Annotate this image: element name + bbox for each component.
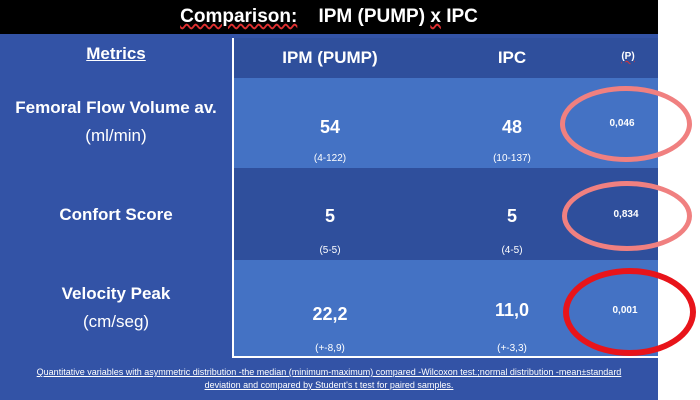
femoral-ipc-value: 48 [501, 117, 523, 137]
confort-ipc-range: (4-5) [501, 245, 523, 256]
footnote: Quantitative variables with asymmetric d… [0, 366, 658, 392]
row-label-femoral: Femoral Flow Volume av. (ml/min) [0, 98, 232, 146]
title-x: x [430, 6, 441, 27]
title-pump: IPM (PUMP) [318, 6, 426, 27]
femoral-ipc-range: (10-137) [493, 153, 531, 164]
title-bar [0, 0, 658, 34]
column-header-pump: IPM (PUMP) [282, 48, 378, 67]
title-comparison: Comparison: [180, 6, 298, 27]
highlight-circle-confort [562, 181, 692, 251]
column-header-p: (P) [621, 51, 635, 62]
row-label-confort: Confort Score [0, 205, 232, 225]
velocity-unit: (cm/seg) [82, 312, 150, 331]
row-label-velocity: Velocity Peak (cm/seg) [0, 284, 232, 332]
confort-pump-value: 5 [324, 206, 335, 226]
metrics-header: Metrics [86, 44, 146, 63]
velocity-pump-value: 22,2 [312, 304, 348, 324]
velocity-label: Velocity Peak [61, 284, 171, 303]
femoral-unit: (ml/min) [85, 126, 147, 145]
title-ipc: IPC [446, 6, 478, 27]
confort-label: Confort Score [59, 205, 173, 224]
table-header-row [232, 38, 658, 78]
column-header-ipc: IPC [497, 48, 527, 67]
femoral-pump-range: (4-122) [313, 153, 347, 164]
footnote-line-1: Quantitative variables with asymmetric d… [36, 367, 622, 377]
slide-title: Comparison: IPM (PUMP) x IPC [0, 2, 658, 32]
velocity-ipc-value: 11,0 [494, 300, 530, 320]
highlight-circle-velocity [563, 268, 696, 356]
velocity-ipc-range: (+-3,3) [497, 343, 527, 354]
confort-pump-range: (5-5) [319, 245, 341, 256]
highlight-circle-femoral [560, 86, 692, 162]
femoral-pump-value: 54 [319, 117, 341, 137]
confort-ipc-value: 5 [506, 206, 517, 226]
footnote-line-2: deviation and compared by Student's t te… [204, 380, 454, 390]
velocity-pump-range: (+-8,9) [315, 343, 345, 354]
femoral-label: Femoral Flow Volume av. [15, 98, 217, 117]
